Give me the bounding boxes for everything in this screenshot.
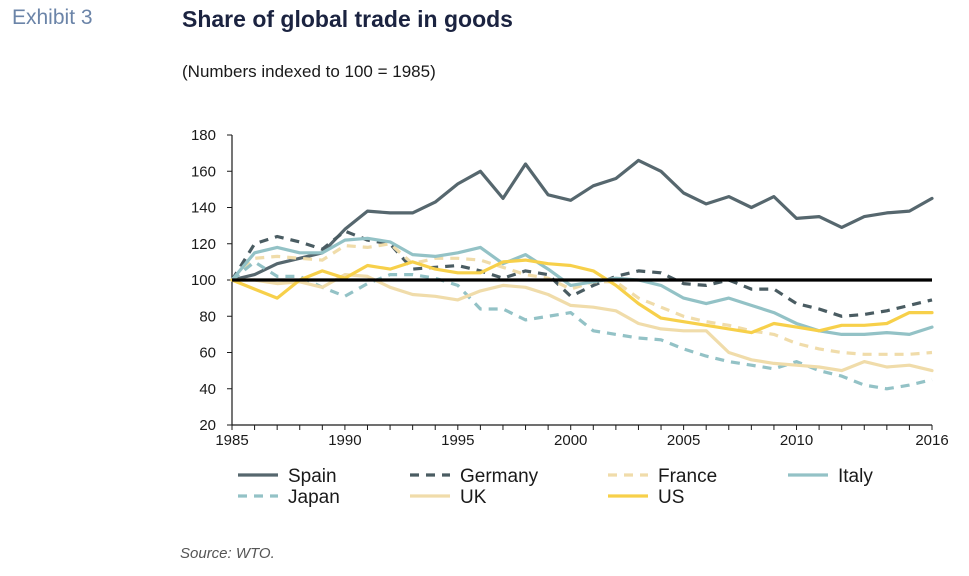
legend-label-france: France [658,466,717,487]
x-tick-label: 2016 [915,432,948,449]
chart-subtitle: (Numbers indexed to 100 = 1985) [182,62,436,81]
x-tick-label: 1995 [441,432,474,449]
legend-label-japan: Japan [288,487,340,508]
y-tick-label: 120 [191,236,216,253]
source-note: Source: WTO. [180,545,275,562]
legend-label-germany: Germany [460,466,539,487]
x-tick-label: 2010 [780,432,813,449]
legend-label-italy: Italy [838,466,873,487]
x-tick-label: 2000 [554,432,587,449]
chart-legend: Spain Germany France Italy Japan UK US [238,466,873,508]
y-tick-label: 180 [191,127,216,144]
x-tick-label: 2005 [667,432,700,449]
series-line-us [230,258,934,335]
y-tick-label: 40 [199,381,216,398]
y-tick-label: 160 [191,163,216,180]
y-tick-label: 80 [199,308,216,325]
y-tick-label: 100 [191,272,216,289]
series-line-germany [230,229,933,318]
series-line-spain [230,158,934,282]
series-line-france [230,242,933,356]
legend-label-us: US [658,487,684,508]
exhibit-label: Exhibit 3 [12,6,93,29]
legend-label-spain: Spain [288,466,337,487]
y-tick-label: 140 [191,200,216,217]
y-tick-label: 60 [199,345,216,362]
legend-label-uk: UK [460,487,487,508]
chart-axes: 20 40 60 80 100 120 140 160 180 1985 1990 1995 2000 2… [191,127,949,449]
x-tick-label: 1990 [328,432,361,449]
y-tick-label: 20 [199,417,216,434]
chart-title: Share of global trade in goods [182,6,513,32]
series-line-japan [230,260,933,391]
series-layer [230,158,934,391]
x-tick-label: 1985 [215,432,248,449]
